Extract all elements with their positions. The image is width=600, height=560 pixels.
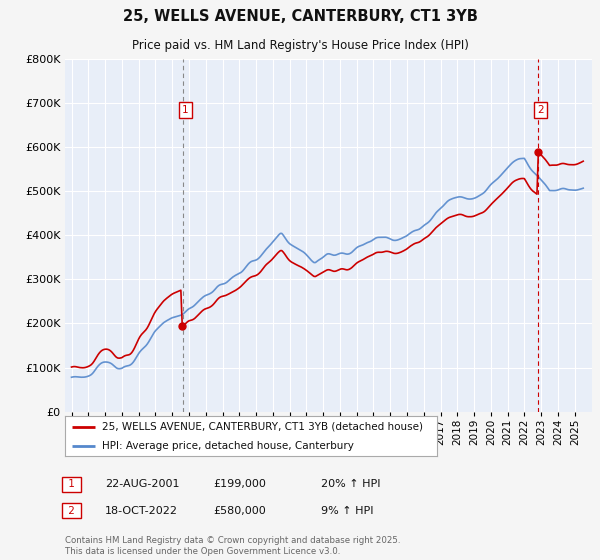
Text: Price paid vs. HM Land Registry's House Price Index (HPI): Price paid vs. HM Land Registry's House … — [131, 39, 469, 53]
Text: 25, WELLS AVENUE, CANTERBURY, CT1 3YB: 25, WELLS AVENUE, CANTERBURY, CT1 3YB — [122, 9, 478, 24]
Text: 18-OCT-2022: 18-OCT-2022 — [105, 506, 178, 516]
Text: £199,000: £199,000 — [213, 479, 266, 489]
Text: Contains HM Land Registry data © Crown copyright and database right 2025.
This d: Contains HM Land Registry data © Crown c… — [65, 536, 400, 556]
Text: 2: 2 — [65, 506, 78, 516]
Text: 2: 2 — [537, 105, 544, 115]
Text: 25, WELLS AVENUE, CANTERBURY, CT1 3YB (detached house): 25, WELLS AVENUE, CANTERBURY, CT1 3YB (d… — [102, 422, 423, 432]
Text: 1: 1 — [65, 479, 78, 489]
Text: £580,000: £580,000 — [213, 506, 266, 516]
Text: 1: 1 — [182, 105, 189, 115]
Text: HPI: Average price, detached house, Canterbury: HPI: Average price, detached house, Cant… — [102, 441, 354, 450]
Text: 20% ↑ HPI: 20% ↑ HPI — [321, 479, 380, 489]
Text: 22-AUG-2001: 22-AUG-2001 — [105, 479, 179, 489]
Text: 9% ↑ HPI: 9% ↑ HPI — [321, 506, 373, 516]
